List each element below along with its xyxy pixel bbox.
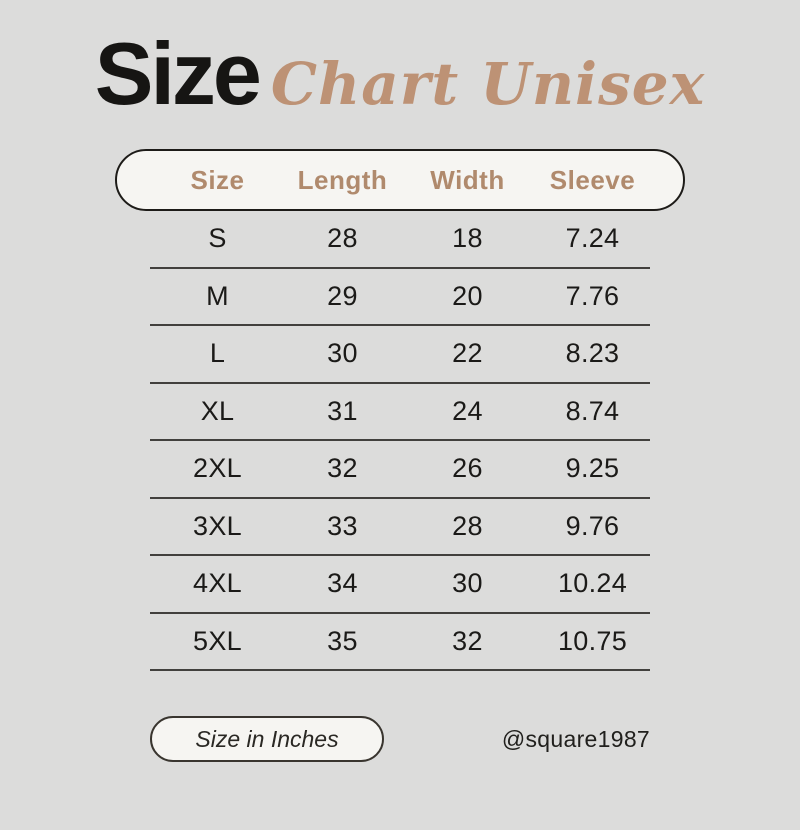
size-cell: M bbox=[206, 280, 229, 311]
size-table-body: S 28 18 7.24 M 29 20 7.76 L 30 22 8.23 XL 31 24 8.74 2XL… bbox=[150, 211, 650, 671]
value-cell: 22 bbox=[452, 338, 483, 369]
value-cell: 24 bbox=[452, 395, 483, 426]
page-title: Size Chart Unisex bbox=[0, 30, 800, 122]
table-row: 5XL 35 32 10.75 bbox=[150, 614, 650, 671]
value-cell: 7.24 bbox=[565, 223, 620, 254]
value-cell: 20 bbox=[452, 280, 483, 311]
value-cell: 31 bbox=[327, 395, 358, 426]
value-cell: 32 bbox=[327, 453, 358, 484]
size-cell: L bbox=[209, 338, 226, 369]
value-cell: 10.75 bbox=[557, 625, 628, 656]
value-cell: 34 bbox=[327, 568, 358, 599]
column-header-sleeve: Sleeve bbox=[549, 164, 636, 195]
value-cell: 9.76 bbox=[565, 510, 620, 541]
value-cell: 28 bbox=[327, 223, 358, 254]
value-cell: 35 bbox=[327, 625, 358, 656]
table-header-pill: Size Length Width Sleeve bbox=[115, 149, 685, 211]
value-cell: 30 bbox=[452, 568, 483, 599]
value-cell: 32 bbox=[452, 625, 483, 656]
value-cell: 18 bbox=[452, 223, 483, 254]
value-cell: 10.24 bbox=[557, 568, 628, 599]
size-cell: 3XL bbox=[193, 510, 242, 541]
value-cell: 26 bbox=[452, 453, 483, 484]
column-header-length: Length bbox=[297, 164, 388, 195]
size-cell: XL bbox=[200, 395, 235, 426]
value-cell: 7.76 bbox=[565, 280, 620, 311]
size-cell: 4XL bbox=[193, 568, 242, 599]
value-cell: 28 bbox=[452, 510, 483, 541]
credit-handle: @square1987 bbox=[501, 725, 650, 752]
size-cell: 5XL bbox=[193, 625, 242, 656]
title-script-chart-unisex: Chart Unisex bbox=[270, 50, 706, 118]
column-header-size: Size bbox=[190, 164, 245, 195]
unit-pill-label: Size in Inches bbox=[195, 725, 339, 752]
unit-pill-button[interactable]: Size in Inches bbox=[150, 716, 384, 762]
value-cell: 30 bbox=[327, 338, 358, 369]
value-cell: 8.23 bbox=[565, 338, 620, 369]
table-row: 2XL 32 26 9.25 bbox=[150, 441, 650, 499]
size-chart-card: Size Chart Unisex Size Length Width Sleeve … bbox=[0, 30, 800, 762]
value-cell: 8.74 bbox=[565, 395, 620, 426]
title-word-size: Size bbox=[94, 24, 262, 123]
value-cell: 33 bbox=[327, 510, 358, 541]
table-row: 3XL 33 28 9.76 bbox=[150, 499, 650, 556]
column-header-width: Width bbox=[430, 164, 505, 195]
footer: Size in Inches @square1987 bbox=[150, 716, 650, 762]
size-cell: S bbox=[208, 223, 227, 254]
size-cell: 2XL bbox=[193, 453, 242, 484]
value-cell: 9.25 bbox=[565, 453, 620, 484]
table-row: XL 31 24 8.74 bbox=[150, 384, 650, 441]
table-row: L 30 22 8.23 bbox=[150, 326, 650, 384]
table-row: 4XL 34 30 10.24 bbox=[150, 556, 650, 614]
table-row: S 28 18 7.24 bbox=[150, 211, 650, 269]
value-cell: 29 bbox=[327, 280, 358, 311]
table-header-row: Size Length Width Sleeve bbox=[150, 165, 650, 196]
table-row: M 29 20 7.76 bbox=[150, 269, 650, 326]
